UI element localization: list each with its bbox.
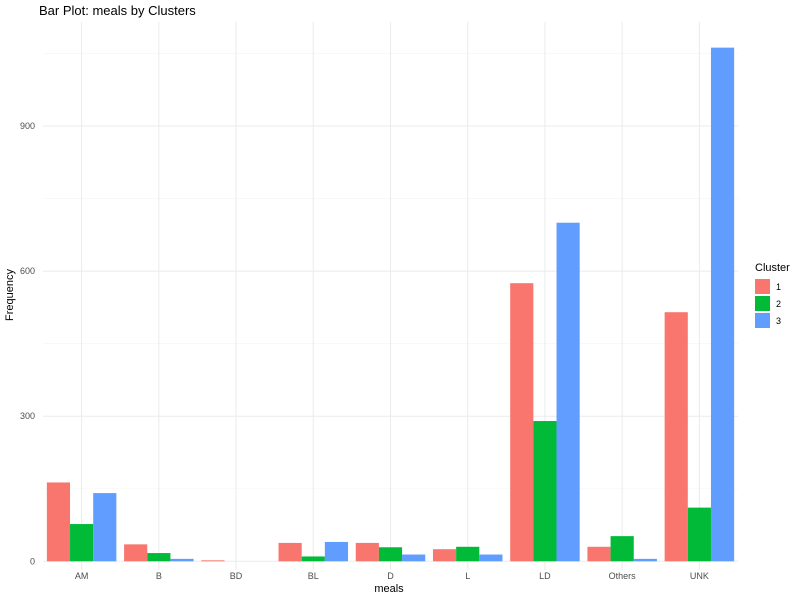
bar xyxy=(70,524,94,562)
legend-items: 1 2 3 xyxy=(755,279,781,328)
grid xyxy=(43,22,738,570)
bar xyxy=(556,222,580,562)
legend-title: Cluster xyxy=(755,262,790,274)
x-tick-label: AM xyxy=(75,571,89,581)
legend-swatch xyxy=(755,296,770,311)
y-axis-title: Frequency xyxy=(4,269,16,321)
x-tick-label: LD xyxy=(539,571,551,581)
bar xyxy=(170,558,194,562)
legend-swatch xyxy=(755,313,770,328)
legend-label: 3 xyxy=(776,316,781,326)
y-tick-label: 0 xyxy=(30,556,35,566)
legend-swatch xyxy=(755,279,770,294)
x-axis-title: meals xyxy=(374,583,404,595)
y-axis-ticks: 0 300 600 900 xyxy=(20,121,35,566)
x-axis-ticks: AM B BD BL D L LD Others UNK xyxy=(75,571,709,581)
bar xyxy=(402,554,426,562)
bar xyxy=(687,507,711,562)
bar xyxy=(587,546,611,562)
legend-label: 2 xyxy=(776,299,781,309)
chart-title: Bar Plot: meals by Clusters xyxy=(39,3,196,18)
x-tick-label: BD xyxy=(230,571,243,581)
bar xyxy=(533,421,557,562)
bar xyxy=(147,553,171,562)
bar xyxy=(201,560,225,562)
x-tick-label: Others xyxy=(609,571,637,581)
bar xyxy=(633,558,657,562)
bar xyxy=(456,546,480,562)
x-tick-label: D xyxy=(387,571,394,581)
bar xyxy=(378,547,403,562)
bar xyxy=(510,283,534,562)
bar xyxy=(355,542,379,562)
bars xyxy=(46,47,735,562)
x-tick-label: UNK xyxy=(690,571,709,581)
bar xyxy=(710,47,735,562)
y-tick-label: 900 xyxy=(20,121,35,131)
y-tick-label: 600 xyxy=(20,266,35,276)
legend-label: 1 xyxy=(776,282,781,292)
bar xyxy=(479,554,503,562)
bar xyxy=(610,536,634,562)
bar xyxy=(664,312,688,562)
bar xyxy=(324,541,349,562)
bar xyxy=(46,482,71,562)
bar xyxy=(432,549,457,562)
x-tick-label: L xyxy=(465,571,470,581)
legend: Cluster 1 2 3 xyxy=(755,262,790,328)
x-tick-label: B xyxy=(156,571,162,581)
bar xyxy=(278,542,302,562)
y-tick-label: 300 xyxy=(20,411,35,421)
bar xyxy=(301,556,325,562)
x-tick-label: BL xyxy=(308,571,319,581)
bar xyxy=(124,544,148,562)
bar xyxy=(93,493,117,562)
